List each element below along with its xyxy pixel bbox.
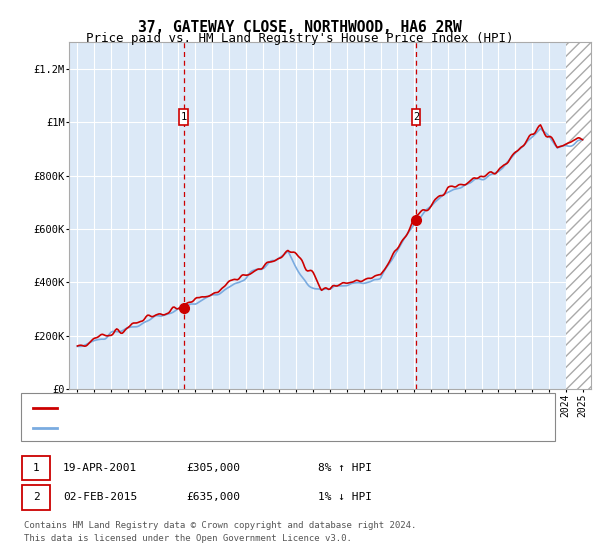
Text: 2: 2 [413,112,419,122]
Text: 02-FEB-2015: 02-FEB-2015 [63,492,137,502]
Text: 19-APR-2001: 19-APR-2001 [63,463,137,473]
Text: 37, GATEWAY CLOSE, NORTHWOOD, HA6 2RW: 37, GATEWAY CLOSE, NORTHWOOD, HA6 2RW [138,20,462,35]
Text: £635,000: £635,000 [186,492,240,502]
Text: Price paid vs. HM Land Registry's House Price Index (HPI): Price paid vs. HM Land Registry's House … [86,32,514,45]
Bar [179,109,188,125]
Text: 2: 2 [32,492,40,502]
Bar [412,109,420,125]
Text: 8% ↑ HPI: 8% ↑ HPI [318,463,372,473]
Text: 1: 1 [181,112,187,122]
Text: 1% ↓ HPI: 1% ↓ HPI [318,492,372,502]
Text: Contains HM Land Registry data © Crown copyright and database right 2024.: Contains HM Land Registry data © Crown c… [24,521,416,530]
Text: 1: 1 [32,463,40,473]
Text: HPI: Average price, detached house, Hillingdon: HPI: Average price, detached house, Hill… [63,423,350,433]
Text: 37, GATEWAY CLOSE, NORTHWOOD, HA6 2RW (detached house): 37, GATEWAY CLOSE, NORTHWOOD, HA6 2RW (d… [63,403,401,413]
Text: This data is licensed under the Open Government Licence v3.0.: This data is licensed under the Open Gov… [24,534,352,543]
Text: £305,000: £305,000 [186,463,240,473]
